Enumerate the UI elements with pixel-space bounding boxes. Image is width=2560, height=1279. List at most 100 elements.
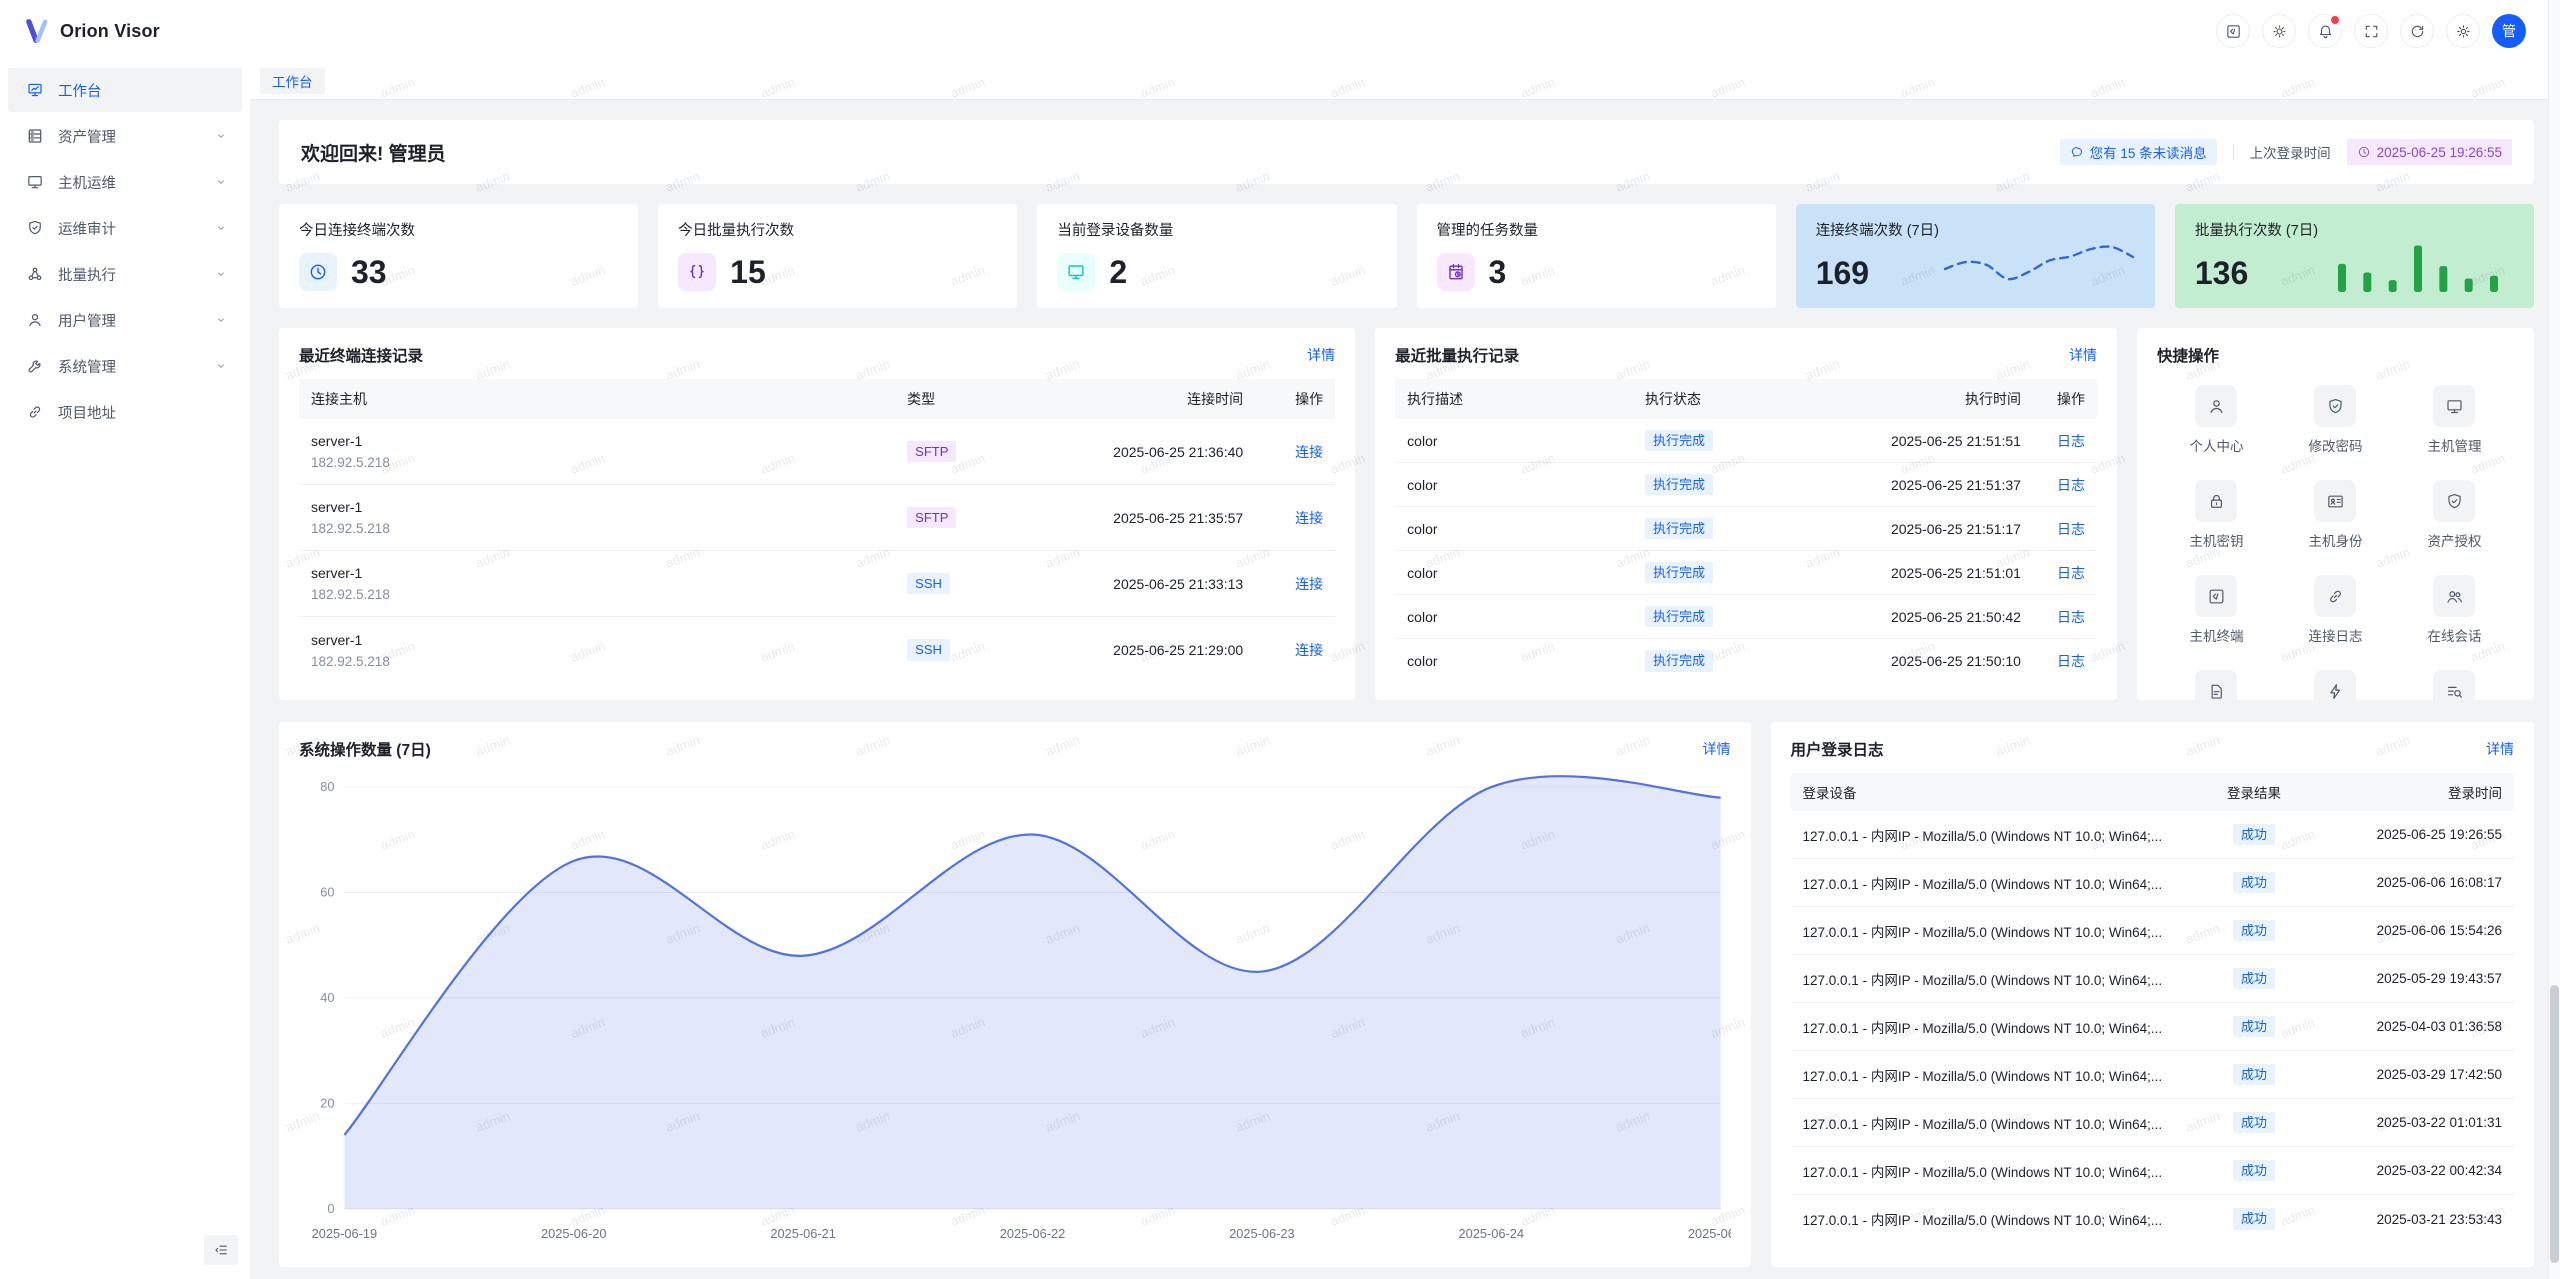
log-link[interactable]: 日志 [2056, 608, 2085, 625]
stat-value: 169 [1815, 255, 1870, 291]
sidebar-item-8-link[interactable]: 项目地址 [8, 390, 242, 434]
quick-action-1[interactable]: 个人中心 [2157, 385, 2276, 455]
quick-action-8[interactable]: 连接日志 [2276, 575, 2395, 645]
exec-description: color [1407, 608, 1438, 625]
table-cell: server-1 182.92.5.218 [299, 431, 895, 472]
quick-action-12[interactable]: 执行日志 [2395, 670, 2514, 700]
batch-records-panel: 最近批量执行记录 详情 执行描述 执行状态 执行时间 操作 color 执行完成 2025-… [1375, 328, 2117, 700]
quick-action-label: 连接日志 [2308, 629, 2363, 644]
login-detail-link[interactable]: 详情 [2486, 741, 2514, 757]
sidebar-item-label: 用户管理 [58, 313, 116, 330]
chart-detail-link[interactable]: 详情 [1702, 741, 1731, 757]
log-link[interactable]: 日志 [2056, 653, 2085, 669]
connect-time: 2025-06-25 21:29:00 [1113, 642, 1244, 658]
user-icon [26, 311, 44, 329]
login-device: 127.0.0.1 - 内网IP - Mozilla/5.0 (Windows … [1802, 1116, 2163, 1132]
table-header: 连接主机 类型 连接时间 操作 [299, 379, 1336, 419]
theme-icon-button[interactable] [2262, 14, 2296, 48]
sidebar-item-6-user[interactable]: 用户管理 [8, 298, 242, 342]
monitor-icon [2447, 399, 2462, 413]
batch-detail-link[interactable]: 详情 [2068, 347, 2097, 363]
quick-action-label: 个人中心 [2189, 439, 2244, 454]
code-icon [2226, 24, 2240, 38]
settings-gear-icon-button[interactable] [2446, 14, 2480, 48]
sidebar-item-1-dashboard[interactable]: 工作台 [8, 68, 242, 112]
login-device: 127.0.0.1 - 内网IP - Mozilla/5.0 (Windows … [1802, 1020, 2163, 1036]
sidebar-item-7-wrench[interactable]: 系统管理 [8, 344, 242, 388]
connect-link[interactable]: 连接 [1295, 642, 1324, 658]
exec-status-badge: 执行完成 [1644, 517, 1713, 540]
sidebar-item-4-shield[interactable]: 运维审计 [8, 206, 242, 250]
login-device: 127.0.0.1 - 内网IP - Mozilla/5.0 (Windows … [1802, 1213, 2163, 1228]
sidebar-item-5-batch[interactable]: 批量执行 [8, 252, 242, 296]
log-link[interactable]: 日志 [2056, 520, 2085, 537]
svg-text:80: 80 [320, 779, 334, 794]
link-icon [26, 403, 44, 421]
table-row: server-1 182.92.5.218 SSH 2025-06-25 21:33:… [299, 551, 1336, 617]
terminal-detail-link[interactable]: 详情 [1307, 347, 1336, 363]
login-time: 2025-03-29 17:42:50 [2376, 1067, 2502, 1082]
table-row: server-1 182.92.5.218 SSH 2025-06-25 21:29:… [299, 617, 1335, 683]
stat-card-2: 今日批量执行次数 15 [658, 204, 1018, 308]
breadcrumb: 工作台 [250, 62, 2548, 100]
connect-link[interactable]: 连接 [1295, 575, 1324, 592]
quick-action-7[interactable]: 主机终端 [2157, 575, 2276, 645]
table-row: 127.0.0.1 - 内网IP - Mozilla/5.0 (Windows … [1790, 1099, 2514, 1147]
stat-card-3: 当前登录设备数量 2 [1037, 204, 1397, 308]
fullscreen-icon-button[interactable] [2354, 14, 2388, 48]
chevron-down-icon [214, 175, 228, 189]
shield [29, 220, 41, 235]
table-cell: 登录结果 [2227, 786, 2281, 801]
table-cell: 执行状态 [1644, 391, 1701, 407]
app-title: Orion Visor [60, 20, 160, 41]
shield-icon [26, 219, 44, 237]
dashboard-icon [26, 81, 44, 99]
log-link[interactable]: 日志 [2056, 476, 2085, 493]
table-row: color 执行完成 2025-06-25 21:51:01 日志 [1395, 551, 2097, 595]
table-cell: server-1 182.92.5.218 [299, 630, 895, 671]
quick-action-9[interactable]: 在线会话 [2395, 575, 2514, 645]
person-icon [2195, 385, 2238, 427]
quick-action-3[interactable]: 主机管理 [2395, 385, 2514, 455]
user-avatar[interactable]: 管 [2492, 14, 2526, 48]
sparkline-bar [2338, 245, 2499, 292]
connect-link[interactable]: 连接 [1295, 509, 1324, 526]
table-row: color 执行完成 2025-06-25 21:51:37 日志 [1395, 463, 2097, 507]
quick-action-5[interactable]: 主机身份 [2276, 480, 2395, 550]
sidebar-collapse-button[interactable] [204, 1235, 238, 1265]
unread-messages-badge[interactable]: 您有 15 条未读消息 [2059, 139, 2217, 165]
refresh-icon-button[interactable] [2400, 14, 2434, 48]
connect-link[interactable]: 连接 [1295, 443, 1324, 460]
sidebar-item-2-asset[interactable]: 资产管理 [8, 114, 242, 158]
quick-action-2[interactable]: 修改密码 [2276, 385, 2395, 455]
chevron-down-icon [214, 267, 228, 281]
quick-action-label: 主机管理 [2427, 439, 2482, 454]
table-cell: 成功 [2199, 1159, 2309, 1182]
log-link[interactable]: 日志 [2056, 564, 2085, 581]
quick-action-11[interactable]: 命令执行 [2276, 670, 2395, 700]
panel-title: 最近终端连接记录 [299, 348, 424, 365]
code-icon-button[interactable] [2216, 14, 2250, 48]
table-cell: 连接 [1255, 640, 1335, 660]
table-row: 127.0.0.1 - 内网IP - Mozilla/5.0 (Windows … [1790, 955, 2514, 1003]
log-link[interactable]: 日志 [2056, 432, 2085, 449]
clock-icon [2357, 145, 2371, 159]
svg-text:2025-06-25: 2025-06-25 [1688, 1226, 1731, 1241]
link-icon [2330, 590, 2341, 602]
code-icon [2195, 575, 2238, 617]
quick-action-6[interactable]: 资产授权 [2395, 480, 2514, 550]
refresh-icon [2411, 25, 2423, 37]
notification-bell-icon-button[interactable] [2308, 14, 2342, 48]
quick-action-label: 修改密码 [2308, 439, 2363, 454]
clock-icon [2358, 146, 2369, 158]
scrollbar-thumb[interactable] [2550, 985, 2559, 1263]
breadcrumb-tag-workbench[interactable]: 工作台 [260, 67, 325, 94]
sidebar-item-3-monitor[interactable]: 主机运维 [8, 160, 242, 204]
quick-action-10[interactable]: 文件操作日志 [2157, 670, 2276, 700]
welcome-meta: 您有 15 条未读消息 上次登录时间 2025-06-25 19:26:55 [2059, 139, 2512, 165]
asset [28, 129, 42, 143]
lightning-icon [2330, 683, 2341, 699]
stat-label: 管理的任务数量 [1436, 223, 1539, 239]
quick-action-4[interactable]: 主机密钥 [2157, 480, 2276, 550]
stat-label: 连接终端次数 (7日) [1815, 223, 1939, 239]
